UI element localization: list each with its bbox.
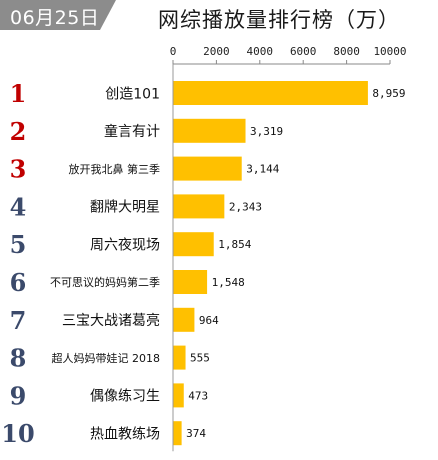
bar: [173, 307, 195, 332]
chart-title: 网综播放量排行榜（万）: [158, 8, 400, 32]
value-label: 555: [190, 352, 210, 365]
value-label: 473: [188, 389, 208, 402]
date-badge: 06月25日: [0, 0, 116, 30]
category-label: 三宝大战诸葛亮: [62, 312, 160, 329]
bar: [173, 118, 246, 143]
rank-number: 7: [10, 306, 27, 335]
rank-number: 10: [1, 419, 34, 448]
bar: [173, 345, 186, 370]
category-label: 热血教练场: [90, 427, 160, 443]
bar: [173, 232, 214, 257]
value-label: 8,959: [372, 87, 405, 100]
bar: [173, 194, 225, 219]
rank-number: 3: [10, 155, 27, 184]
value-label: 964: [199, 314, 219, 327]
x-tick-label: 6000: [290, 45, 317, 58]
category-label: 放开我北鼻 第三季: [69, 162, 161, 176]
category-label: 翻牌大明星: [90, 199, 160, 216]
bar: [173, 421, 182, 446]
category-label: 超人妈妈带娃记 2018: [52, 351, 161, 365]
category-label: 不可思议的妈妈第二季: [50, 275, 160, 289]
x-tick-label: 0: [170, 45, 177, 58]
rank-number: 5: [10, 230, 27, 259]
category-label: 偶像练习生: [90, 389, 160, 405]
category-label: 周六夜现场: [90, 238, 160, 254]
value-label: 374: [186, 427, 206, 440]
x-tick-label: 2000: [203, 45, 230, 58]
value-label: 3,144: [246, 163, 279, 176]
category-label: 创造101: [105, 86, 160, 102]
x-tick-label: 4000: [247, 45, 274, 58]
value-label: 3,319: [250, 125, 283, 138]
rank-number: 1: [10, 79, 27, 108]
rank-number: 2: [10, 117, 27, 146]
value-label: 1,854: [218, 238, 251, 251]
rank-number: 6: [10, 268, 27, 297]
x-tick-label: 10000: [373, 45, 406, 58]
value-label: 2,343: [229, 200, 262, 213]
date-label: 06月25日: [10, 7, 100, 29]
rank-number: 9: [10, 381, 27, 410]
bar: [173, 156, 242, 181]
bar: [173, 81, 368, 105]
x-tick-label: 8000: [333, 45, 360, 58]
category-label: 童言有计: [104, 123, 160, 140]
date-badge-shape: [0, 0, 116, 30]
value-label: 1,548: [212, 276, 245, 289]
bar: [173, 383, 184, 408]
bar: [173, 270, 208, 294]
rank-number: 4: [10, 192, 27, 221]
rank-number: 8: [10, 344, 27, 373]
